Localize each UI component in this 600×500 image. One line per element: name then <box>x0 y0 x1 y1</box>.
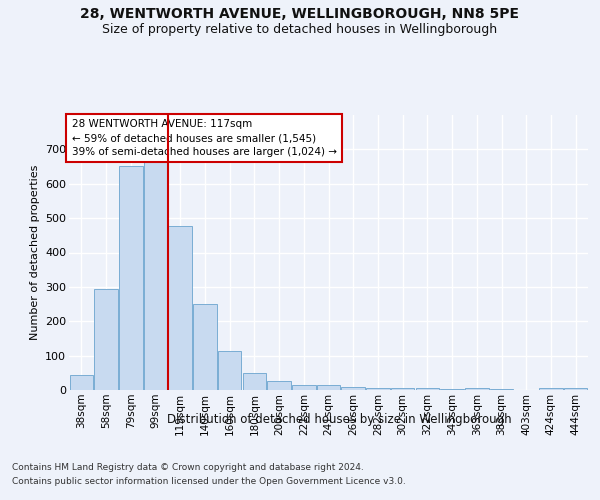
Bar <box>564 388 587 390</box>
Bar <box>144 162 167 390</box>
Text: Contains public sector information licensed under the Open Government Licence v3: Contains public sector information licen… <box>12 478 406 486</box>
Y-axis label: Number of detached properties: Number of detached properties <box>29 165 40 340</box>
Text: 28 WENTWORTH AVENUE: 117sqm
← 59% of detached houses are smaller (1,545)
39% of : 28 WENTWORTH AVENUE: 117sqm ← 59% of det… <box>71 119 337 157</box>
Text: 28, WENTWORTH AVENUE, WELLINGBOROUGH, NN8 5PE: 28, WENTWORTH AVENUE, WELLINGBOROUGH, NN… <box>80 8 520 22</box>
Bar <box>366 388 389 390</box>
Bar <box>440 389 464 390</box>
Bar <box>465 388 488 390</box>
Bar <box>218 351 241 390</box>
Bar <box>94 290 118 390</box>
Bar <box>317 385 340 390</box>
Bar <box>169 226 192 390</box>
Text: Distribution of detached houses by size in Wellingborough: Distribution of detached houses by size … <box>167 412 511 426</box>
Text: Contains HM Land Registry data © Crown copyright and database right 2024.: Contains HM Land Registry data © Crown c… <box>12 462 364 471</box>
Bar <box>292 385 316 390</box>
Text: Size of property relative to detached houses in Wellingborough: Size of property relative to detached ho… <box>103 22 497 36</box>
Bar <box>70 374 93 390</box>
Bar <box>416 388 439 390</box>
Bar <box>193 304 217 390</box>
Bar <box>539 388 563 390</box>
Bar <box>391 388 415 390</box>
Bar <box>242 373 266 390</box>
Bar <box>119 166 143 390</box>
Bar <box>341 386 365 390</box>
Bar <box>268 382 291 390</box>
